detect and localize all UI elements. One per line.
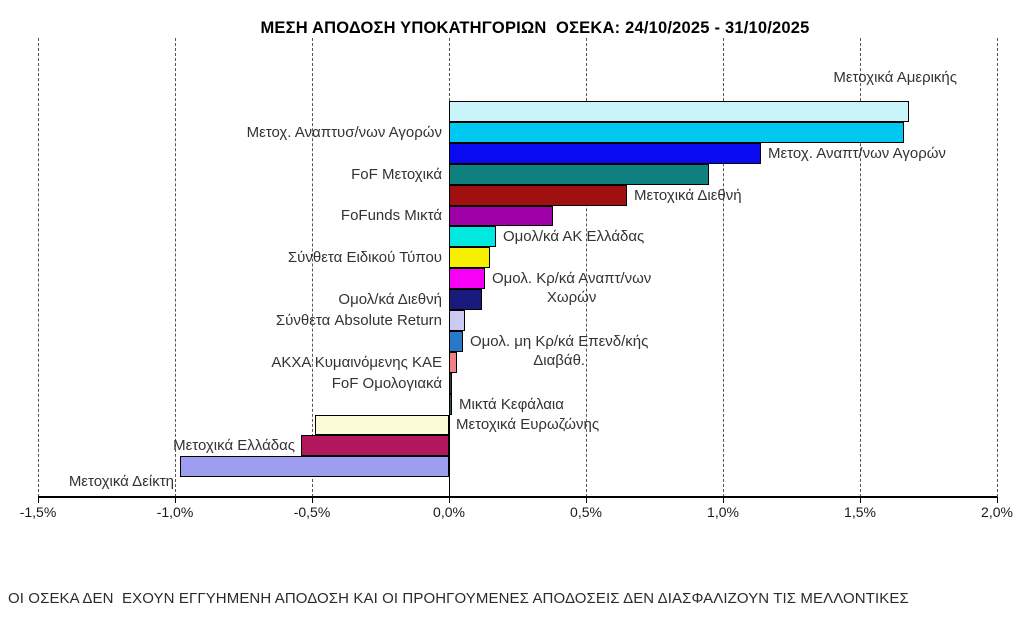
gridline [175, 38, 176, 497]
bar-label: FoFunds Μικτά [340, 207, 442, 224]
chart-bar [315, 415, 449, 435]
x-axis-line [38, 496, 997, 498]
chart-bar [449, 101, 909, 122]
chart-bar [449, 268, 485, 289]
bar-label: FoF Μετοχικά [351, 166, 442, 183]
bar-label: ΑΚΧΑ Κυμαινόμενης ΚΑΕ [271, 354, 442, 371]
bar-label: Σύνθετα Absolute Return [275, 312, 442, 329]
chart-bar [180, 456, 449, 477]
chart-bar [449, 394, 452, 415]
bar-label: Μετοχικά Δείκτη [68, 473, 174, 490]
chart-bar [449, 310, 465, 331]
bar-label: Ομολ. μη Κρ/κά Επενδ/κής Διαβάθ. [470, 332, 648, 370]
chart-bar [301, 435, 449, 456]
chart-title: ΜΕΣΗ ΑΠΟΔΟΣΗ ΥΠΟΚΑΤΗΓΟΡΙΩΝ ΟΣΕΚΑ: 24/10/… [260, 19, 810, 37]
x-axis-tick-label: 0,0% [433, 504, 465, 520]
bar-label: Μετοχικά Αμερικής [833, 69, 957, 86]
chart-bar [449, 352, 457, 373]
bar-label: Μετοχ. Αναπτ/νων Αγορών [768, 145, 946, 162]
chart-bar [449, 185, 627, 206]
bar-label-line: Διαβάθ. [533, 352, 586, 369]
x-axis-tick [997, 497, 998, 503]
x-axis-tick [38, 497, 39, 503]
bar-label: Ομολ/κά ΑΚ Ελλάδας [503, 228, 645, 245]
chart-bar [449, 226, 496, 247]
x-axis-tick-label: -1,5% [19, 504, 57, 520]
gridline [586, 38, 587, 497]
bar-label-line: Ομολ. μη Κρ/κά Επενδ/κής [470, 333, 649, 350]
chart-bar [449, 331, 463, 352]
gridline [312, 38, 313, 497]
gridline [860, 38, 861, 497]
bar-label: Μετοχικά Ευρωζώνης [456, 416, 600, 433]
x-axis-tick [723, 497, 724, 503]
x-axis-tick-label: 2,0% [981, 504, 1013, 520]
x-axis-tick-label: 1,5% [844, 504, 876, 520]
chart-bar [449, 247, 490, 268]
x-axis-tick [586, 497, 587, 503]
x-axis-tick [449, 497, 450, 503]
x-axis-tick-label: 0,5% [570, 504, 602, 520]
bar-label: FoF Ομολογιακά [331, 375, 442, 392]
x-axis-tick [860, 497, 861, 503]
bar-label: Μετοχικά Διεθνή [634, 187, 742, 204]
bar-label: Μετοχικά Ελλάδας [173, 437, 295, 454]
bar-label-line: Ομολ. Κρ/κά Αναπτ/νων [492, 270, 652, 287]
bar-label: Μικτά Κεφάλαια [459, 396, 564, 413]
bar-label: Ομολ/κά Διεθνή [338, 291, 442, 308]
chart-bar [449, 164, 709, 185]
x-axis-tick-label: 1,0% [707, 504, 739, 520]
bar-label: Μετοχ. Αναπτυσ/νων Αγορών [246, 124, 442, 141]
disclaimer-text: ΟΙ ΟΣΕΚΑ ΔΕΝ ΕΧΟΥΝ ΕΓΓΥΗΜΕΝΗ ΑΠΟΔΟΣΗ ΚΑΙ… [8, 590, 909, 607]
bar-label: Ομολ. Κρ/κά Αναπτ/νων Χωρών [492, 269, 651, 307]
gridline [723, 38, 724, 497]
chart-bar [449, 373, 452, 394]
x-axis-tick-label: -0,5% [293, 504, 331, 520]
chart-bar [449, 122, 904, 143]
x-axis-tick [312, 497, 313, 503]
gridline [449, 38, 450, 101]
chart-bar [449, 143, 761, 164]
x-axis-tick-label: -1,0% [156, 504, 194, 520]
gridline [38, 38, 39, 497]
x-axis-tick [175, 497, 176, 503]
gridline [997, 38, 998, 497]
chart-bar [449, 206, 553, 226]
bar-label: Σύνθετα Ειδικού Τύπου [287, 249, 442, 266]
chart-bar [449, 289, 482, 310]
bar-label-line: Χωρών [546, 289, 597, 306]
